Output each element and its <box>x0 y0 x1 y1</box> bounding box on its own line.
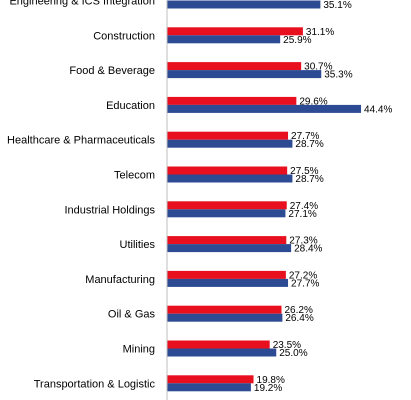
category-label: Education <box>106 100 155 112</box>
category-label: Industrial Holdings <box>65 204 156 216</box>
bar-series-2 <box>167 35 281 44</box>
data-label: 27.7% <box>291 131 319 142</box>
data-label: 27.4% <box>290 201 318 212</box>
data-label: 28.7% <box>295 139 323 150</box>
bar-series-2 <box>167 209 286 218</box>
bar-series-2 <box>167 278 289 287</box>
bar-series-2 <box>167 348 277 357</box>
bar-series-2 <box>167 104 362 113</box>
data-label: 44.4% <box>364 104 392 115</box>
category-label: Telecom <box>114 170 155 182</box>
bar-series-1 <box>167 305 282 314</box>
bar-series-1 <box>167 201 287 210</box>
data-label: 35.1% <box>323 0 351 11</box>
bar-series-1 <box>167 96 297 105</box>
data-label: 27.2% <box>289 270 317 281</box>
bar-series-2 <box>167 313 283 322</box>
data-label: 28.4% <box>294 244 322 255</box>
bar-series-1 <box>167 270 286 279</box>
data-label: 19.2% <box>254 383 282 394</box>
bar-series-1 <box>167 236 287 245</box>
bar-series-2 <box>167 174 293 183</box>
bar-series-1 <box>167 340 270 349</box>
bar-series-2 <box>167 70 322 79</box>
category-label: Oil & Gas <box>108 309 156 321</box>
bar-series-2 <box>167 139 293 148</box>
bar-series-2 <box>167 0 321 9</box>
bar-series-1 <box>167 375 254 384</box>
category-label: Mining <box>123 344 155 356</box>
bar-series-1 <box>167 166 288 175</box>
data-label: 27.7% <box>291 278 319 289</box>
category-label: Food & Beverage <box>69 65 155 77</box>
data-label: 27.1% <box>288 209 316 220</box>
data-label: 19.8% <box>257 375 285 386</box>
category-label: Manufacturing <box>85 274 155 286</box>
data-label: 35.3% <box>324 70 352 81</box>
bars <box>167 0 362 392</box>
category-label: Healthcare & Pharmaceuticals <box>7 135 155 147</box>
category-label: Transportation & Logistic <box>34 378 156 390</box>
value-labels: 35.1% 31.1%25.9% 30.7%35.3% 29.6% 44.4% 27.7%… <box>254 0 393 394</box>
data-label: 23.5% <box>273 340 301 351</box>
data-label: 29.6% <box>299 96 327 107</box>
bar-series-2 <box>167 244 292 253</box>
data-label: 28.7% <box>295 174 323 185</box>
category-label: Construction <box>93 30 155 42</box>
data-label: 26.4% <box>285 313 313 324</box>
data-label: 31.1% <box>306 27 334 38</box>
bar-series-1 <box>167 62 302 71</box>
bar-series-2 <box>167 383 251 392</box>
data-label: 27.5% <box>290 166 318 177</box>
category-label: Utilities <box>120 239 156 251</box>
category-labels: Engineering & ICS Integration Constructio… <box>7 0 155 390</box>
bar-series-1 <box>167 131 289 140</box>
data-label: 25.9% <box>283 35 311 46</box>
data-label: 30.7% <box>304 62 332 73</box>
data-label: 26.2% <box>284 305 312 316</box>
category-label: Engineering & ICS Integration <box>9 0 155 8</box>
data-label: 25.0% <box>279 348 307 359</box>
data-label: 27.3% <box>289 236 317 247</box>
bar-series-1 <box>167 27 303 36</box>
